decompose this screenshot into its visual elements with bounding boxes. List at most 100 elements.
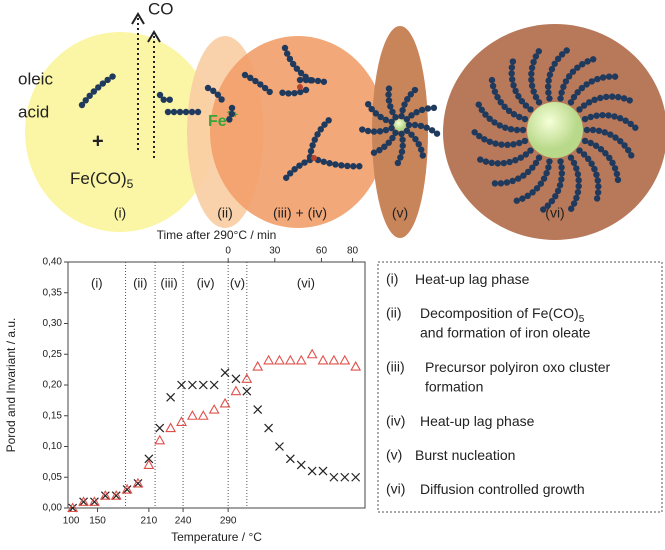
legend-text: Precursor polyiron oxo cluster bbox=[425, 359, 611, 375]
chain-bead bbox=[368, 105, 375, 113]
chain-bead bbox=[399, 142, 406, 149]
chain-bead bbox=[537, 180, 545, 187]
chain-bead bbox=[404, 96, 411, 103]
chain-bead bbox=[314, 131, 321, 138]
marker-x bbox=[275, 442, 284, 451]
chain-bead bbox=[545, 89, 552, 96]
chain-bead bbox=[527, 147, 534, 154]
marker-x bbox=[209, 380, 219, 390]
chain-bead bbox=[544, 202, 552, 209]
y-tick-label: 0,40 bbox=[43, 257, 63, 268]
chain-bead bbox=[616, 115, 624, 122]
chain-bead bbox=[109, 73, 116, 80]
chain-bead bbox=[570, 93, 578, 101]
chain-bead bbox=[475, 101, 482, 108]
chain-bead bbox=[286, 55, 294, 63]
chain-bead bbox=[558, 176, 565, 183]
schematic: CO oleic acid + Fe(CO)5 Fe3+ (i) (ii) (i… bbox=[18, 0, 665, 240]
chain-bead bbox=[614, 93, 622, 101]
legend-text: and formation of iron oleate bbox=[420, 325, 591, 341]
legend-box bbox=[377, 261, 663, 513]
x2-tick-label: 0 bbox=[225, 246, 231, 257]
chain-bead bbox=[289, 60, 297, 68]
chain-bead bbox=[481, 136, 488, 143]
chain-bead bbox=[501, 103, 508, 110]
chain-bead bbox=[411, 86, 419, 94]
chain-bead bbox=[194, 108, 202, 116]
legend-key: (iii) bbox=[386, 359, 405, 375]
chain-bead bbox=[510, 141, 517, 148]
chain-bead bbox=[376, 128, 384, 135]
chain-bead bbox=[594, 177, 601, 184]
chain-bead bbox=[82, 97, 89, 104]
chain-bead bbox=[419, 152, 426, 159]
chain-bead bbox=[382, 116, 390, 124]
chain-bead bbox=[546, 71, 554, 78]
chain-bead bbox=[78, 101, 86, 109]
chain-bead bbox=[517, 154, 525, 161]
phase-label: (iii) bbox=[160, 275, 177, 290]
chain-bead bbox=[389, 134, 396, 142]
marker-triangle bbox=[88, 496, 100, 506]
chain-bead bbox=[509, 177, 516, 185]
stage-label: (ii) bbox=[217, 205, 233, 221]
chain-bead bbox=[489, 82, 497, 90]
chain-bead bbox=[302, 86, 310, 94]
marker-x bbox=[144, 454, 154, 464]
chain-bead bbox=[385, 91, 392, 98]
chain-bead bbox=[320, 78, 328, 85]
chain-bead bbox=[491, 88, 499, 95]
chain-bead bbox=[543, 169, 550, 177]
cluster bbox=[297, 84, 303, 90]
plus: + bbox=[92, 130, 104, 152]
chain-bead bbox=[567, 99, 575, 106]
x-tick-label: 210 bbox=[141, 516, 158, 527]
cluster bbox=[311, 155, 317, 161]
chain-bead bbox=[570, 200, 578, 207]
oleic-label: acid bbox=[18, 102, 49, 121]
chain-bead bbox=[567, 154, 575, 161]
marker-x bbox=[351, 472, 361, 482]
legend-text: Heat-up lag phase bbox=[415, 271, 530, 287]
chain-bead bbox=[504, 141, 511, 149]
legend-key: (iv) bbox=[386, 413, 405, 429]
chain-bead bbox=[320, 158, 327, 165]
chain-bead bbox=[515, 93, 522, 100]
chain-bead bbox=[529, 189, 536, 196]
chain-bead bbox=[283, 174, 290, 181]
chain-bead bbox=[482, 111, 489, 118]
marker-triangle bbox=[186, 410, 198, 420]
legend-text: Heat-up lag phase bbox=[420, 413, 535, 429]
chain-bead bbox=[170, 108, 178, 116]
chain-bead bbox=[86, 92, 93, 99]
stage-label: (i) bbox=[114, 205, 126, 221]
chain-bead bbox=[182, 108, 190, 116]
chain-bead bbox=[287, 170, 294, 177]
chain-bead bbox=[488, 76, 496, 84]
chain-bead bbox=[291, 89, 298, 97]
chain-bead bbox=[403, 127, 411, 134]
chain-bead bbox=[575, 182, 582, 190]
chain-bead bbox=[321, 121, 328, 128]
marker-triangle bbox=[197, 410, 209, 420]
chain-bead bbox=[293, 65, 301, 72]
feco: Fe(CO) bbox=[70, 169, 127, 188]
marker-triangle bbox=[230, 385, 242, 396]
chain-bead bbox=[417, 146, 425, 153]
chain-bead bbox=[433, 130, 441, 137]
x2-axis-title: Time after 290°C / min bbox=[157, 228, 277, 242]
marker-x bbox=[242, 386, 252, 396]
marker-triangle bbox=[328, 354, 340, 365]
chain-bead bbox=[570, 159, 578, 167]
chain-bead bbox=[569, 68, 577, 75]
chain-bead bbox=[494, 160, 501, 167]
chain-bead bbox=[398, 148, 406, 155]
chain-bead bbox=[594, 189, 602, 196]
marker-triangle bbox=[165, 422, 177, 433]
chain-bead bbox=[301, 159, 308, 166]
chain-bead bbox=[302, 76, 310, 84]
chain-bead bbox=[557, 95, 564, 102]
marker-x bbox=[329, 472, 339, 482]
phase-label: (iv) bbox=[197, 275, 215, 290]
chain-bead bbox=[482, 158, 490, 165]
